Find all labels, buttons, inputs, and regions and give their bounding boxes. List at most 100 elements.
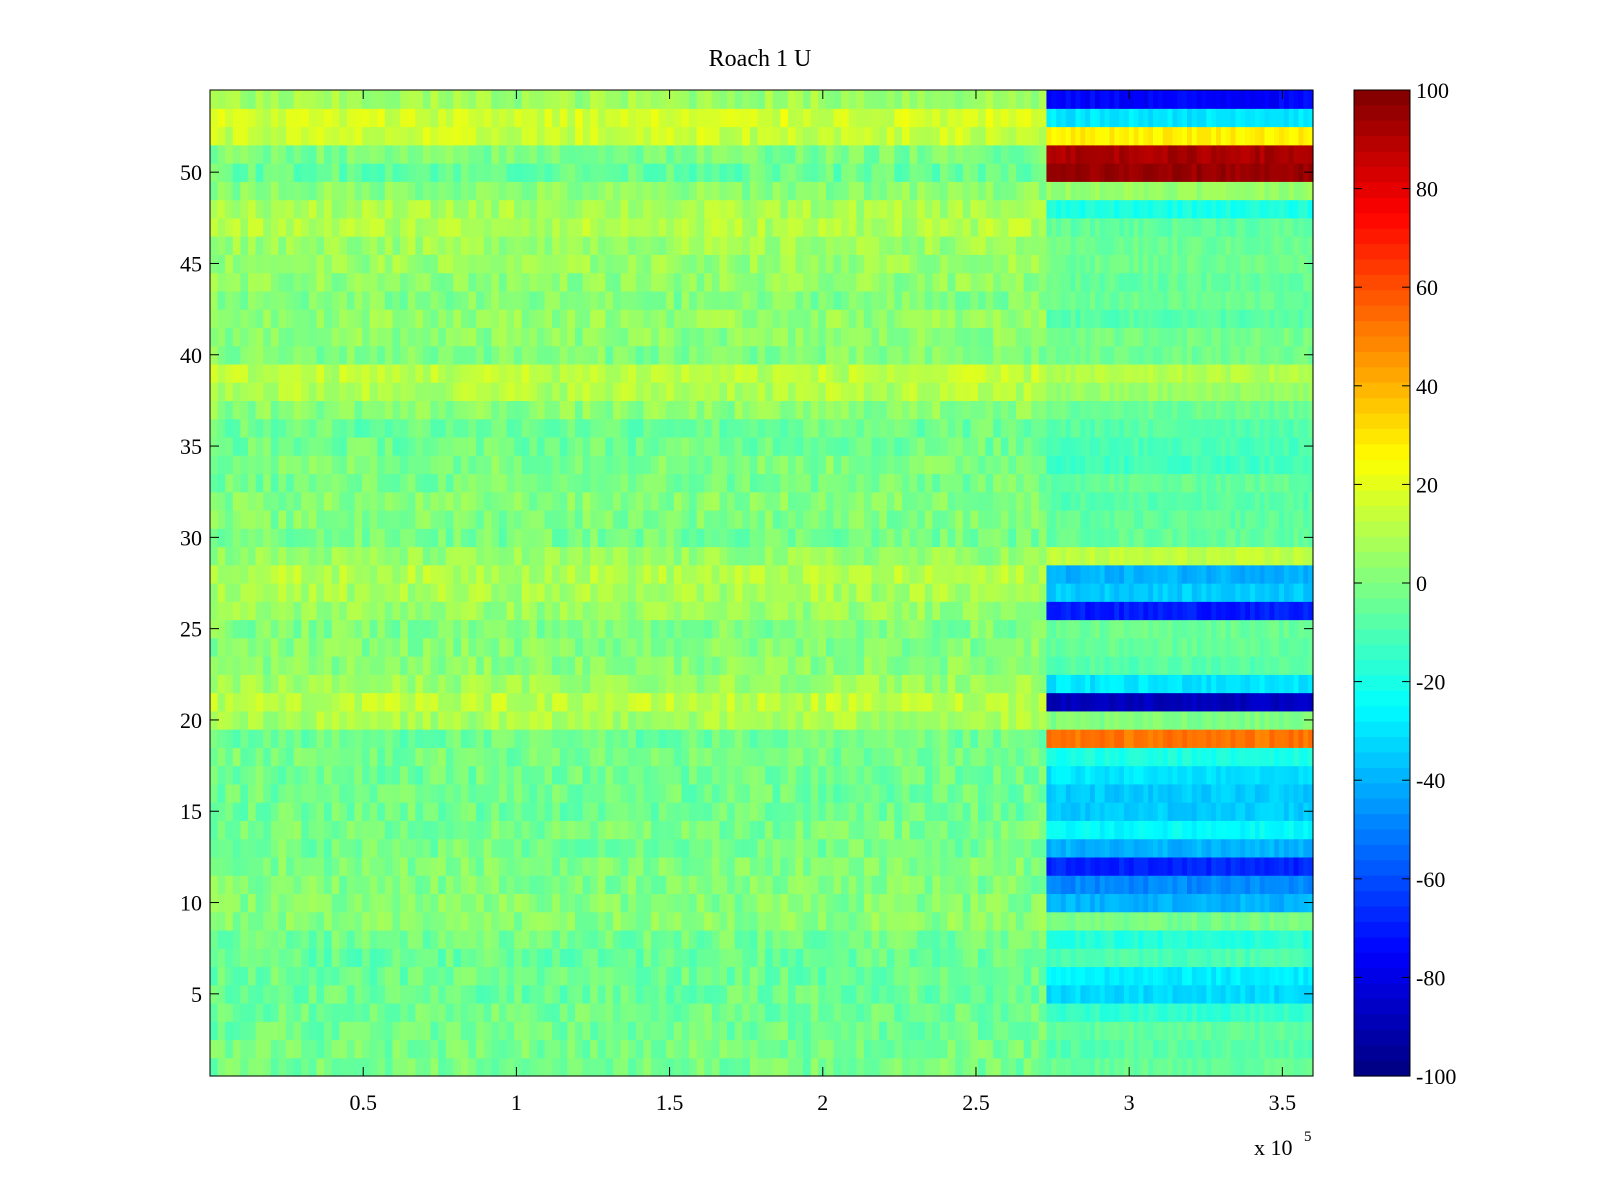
heatmap-cell <box>1051 838 1057 858</box>
heatmap-cell <box>240 984 249 1004</box>
heatmap-cell <box>886 911 895 931</box>
heatmap-cell <box>1046 875 1052 895</box>
heatmap-cell <box>1201 984 1207 1004</box>
heatmap-cell <box>1269 729 1275 748</box>
heatmap-cell <box>810 984 819 1004</box>
heatmap-cell <box>719 564 728 584</box>
heatmap-cell <box>1080 692 1086 712</box>
heatmap-cell <box>879 546 888 566</box>
heatmap-cell <box>1308 674 1314 694</box>
heatmap-cell <box>1060 948 1067 968</box>
heatmap-cell <box>498 911 508 931</box>
heatmap-cell <box>978 1021 987 1041</box>
heatmap-cell <box>225 966 234 986</box>
heatmap-cell <box>232 1021 242 1041</box>
heatmap-cell <box>301 820 310 840</box>
heatmap-cell <box>331 966 340 986</box>
heatmap-cell <box>514 747 523 767</box>
heatmap-cell <box>286 948 295 968</box>
heatmap-cell <box>909 765 918 785</box>
heatmap-cell <box>970 802 979 821</box>
heatmap-cell <box>818 783 827 803</box>
heatmap-cell <box>331 656 340 675</box>
heatmap-cell <box>301 966 310 986</box>
heatmap-cell <box>1123 911 1130 931</box>
heatmap-cell <box>1090 729 1096 748</box>
heatmap-cell <box>757 637 766 657</box>
heatmap-cell <box>955 619 964 639</box>
heatmap-cell <box>1123 1002 1130 1022</box>
heatmap-cell <box>1153 637 1159 657</box>
heatmap-cell <box>468 619 477 639</box>
heatmap-cell <box>818 729 827 748</box>
heatmap-cell <box>696 674 705 694</box>
heatmap-cell <box>1099 875 1106 895</box>
heatmap-cell <box>742 656 751 675</box>
heatmap-cell <box>339 729 348 748</box>
heatmap-cell <box>1235 1002 1241 1022</box>
heatmap-cell <box>392 820 401 840</box>
heatmap-cell <box>635 765 645 785</box>
heatmap-cell <box>476 948 485 968</box>
heatmap-cell <box>491 911 500 931</box>
heatmap-cell <box>1303 929 1309 949</box>
heatmap-cell <box>772 1002 781 1022</box>
heatmap-cell <box>689 1002 698 1022</box>
heatmap-cell <box>407 546 416 566</box>
heatmap-cell <box>544 674 553 694</box>
heatmap-cell <box>346 911 356 931</box>
heatmap-cell <box>582 656 591 675</box>
heatmap-cell <box>635 674 645 694</box>
heatmap-cell <box>1031 966 1040 986</box>
heatmap-cell <box>339 1039 348 1059</box>
heatmap-cell <box>848 747 857 767</box>
heatmap-cell <box>1051 656 1057 675</box>
heatmap-cell <box>248 729 257 748</box>
heatmap-cell <box>962 856 971 876</box>
heatmap-cell <box>818 637 827 657</box>
heatmap-cell <box>1293 765 1300 785</box>
heatmap-cell <box>1023 893 1032 913</box>
heatmap-cell <box>1240 1021 1246 1041</box>
heatmap-cell <box>1167 1039 1174 1059</box>
heatmap-cell <box>1046 1057 1052 1077</box>
heatmap-cell <box>1138 747 1144 767</box>
heatmap-cell <box>1119 729 1125 748</box>
heatmap-cell <box>643 875 652 895</box>
heatmap-cell <box>255 984 264 1004</box>
heatmap-cell <box>772 674 781 694</box>
heatmap-cell <box>795 601 804 621</box>
heatmap-cell <box>438 528 447 548</box>
heatmap-cell <box>1114 783 1120 803</box>
heatmap-cell <box>1186 583 1193 602</box>
heatmap-cell <box>1196 1057 1203 1077</box>
heatmap-cell <box>1182 564 1188 584</box>
heatmap-cell <box>1065 1021 1072 1041</box>
heatmap-cell <box>1114 802 1120 821</box>
heatmap-cell <box>552 820 561 840</box>
heatmap-cell <box>536 929 546 949</box>
heatmap-cell <box>803 656 812 675</box>
heatmap-cell <box>970 674 979 694</box>
heatmap-cell <box>787 948 797 968</box>
heatmap-cell <box>1211 619 1217 639</box>
heatmap-cell <box>848 948 857 968</box>
heatmap-cell <box>810 893 819 913</box>
heatmap-cell <box>1279 875 1285 895</box>
heatmap-cell <box>1080 838 1086 858</box>
heatmap-cell <box>1201 1039 1207 1059</box>
heatmap-cell <box>795 783 804 803</box>
heatmap-cell <box>1075 984 1081 1004</box>
heatmap-cell <box>354 692 363 712</box>
heatmap-cell <box>270 583 280 602</box>
heatmap-cell <box>863 838 873 858</box>
heatmap-cell <box>301 1039 310 1059</box>
heatmap-cell <box>308 747 318 767</box>
heatmap-cell <box>696 948 705 968</box>
heatmap-cell <box>377 674 386 694</box>
heatmap-cell <box>331 692 340 712</box>
heatmap-cell <box>415 838 424 858</box>
heatmap-cell <box>1148 637 1154 657</box>
heatmap-cell <box>1167 856 1174 876</box>
heatmap-cell <box>1303 948 1309 968</box>
